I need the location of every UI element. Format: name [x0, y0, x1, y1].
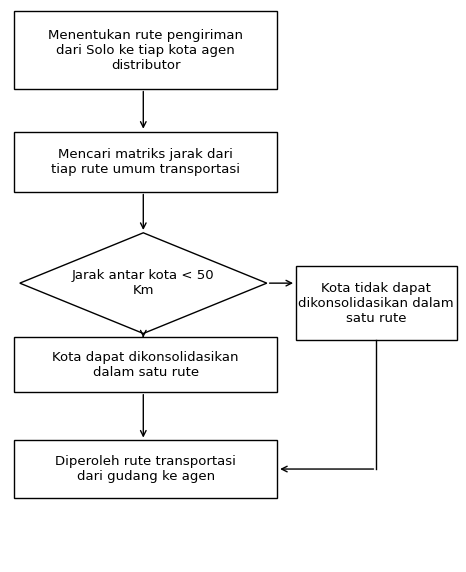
FancyBboxPatch shape: [14, 132, 277, 192]
FancyBboxPatch shape: [14, 337, 277, 392]
Text: Menentukan rute pengiriman
dari Solo ke tiap kota agen
distributor: Menentukan rute pengiriman dari Solo ke …: [48, 29, 243, 72]
FancyBboxPatch shape: [14, 11, 277, 89]
Text: Kota dapat dikonsolidasikan
dalam satu rute: Kota dapat dikonsolidasikan dalam satu r…: [52, 351, 239, 379]
Text: Jarak antar kota < 50
Km: Jarak antar kota < 50 Km: [72, 269, 215, 297]
Text: Diperoleh rute transportasi
dari gudang ke agen: Diperoleh rute transportasi dari gudang …: [55, 455, 236, 483]
Polygon shape: [20, 233, 267, 333]
FancyBboxPatch shape: [14, 440, 277, 498]
FancyBboxPatch shape: [296, 266, 457, 340]
Text: Mencari matriks jarak dari
tiap rute umum transportasi: Mencari matriks jarak dari tiap rute umu…: [51, 148, 240, 176]
Text: Kota tidak dapat
dikonsolidasikan dalam
satu rute: Kota tidak dapat dikonsolidasikan dalam …: [299, 281, 454, 325]
